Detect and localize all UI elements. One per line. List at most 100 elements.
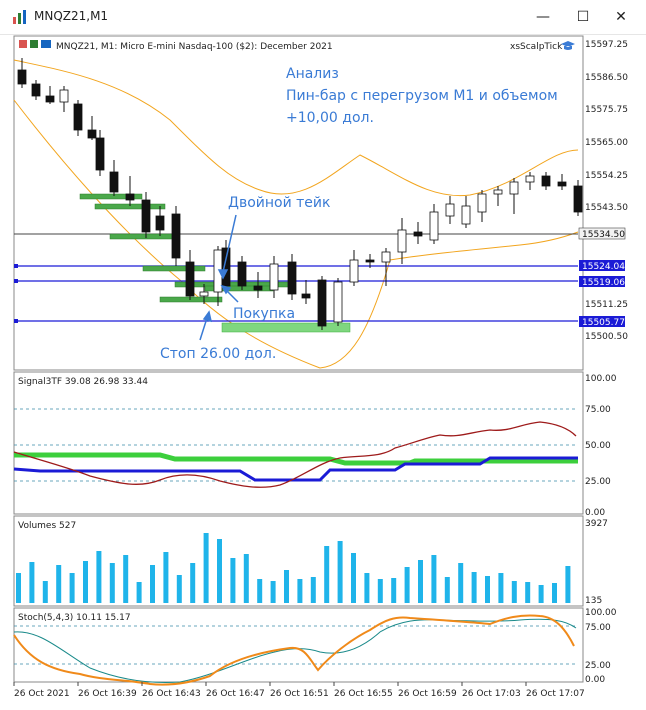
stoch-main-line — [13, 618, 577, 683]
volume-bar — [431, 555, 437, 603]
level-marker — [14, 264, 18, 268]
price-scale-label: 15511.25 — [585, 300, 628, 310]
candle-body — [237, 261, 247, 287]
signal-scale-50: 50.00 — [585, 441, 611, 451]
bollinger-upper-band — [13, 59, 579, 197]
volume-bar — [458, 563, 464, 603]
price-tag-15534: 15534.50 — [582, 230, 625, 240]
volume-bar — [163, 552, 169, 603]
volume-bar — [69, 573, 75, 603]
signal-scale: 100.00 75.00 50.00 25.00 0.00 — [585, 374, 617, 518]
volume-bar — [324, 546, 330, 603]
volume-bar — [284, 570, 289, 603]
stoch-scale-25: 25.00 — [585, 661, 611, 671]
volume-bars — [16, 533, 571, 603]
candle-body — [509, 181, 519, 195]
candle-body — [141, 199, 151, 233]
volume-scale-max: 3927 — [585, 519, 608, 529]
volume-bar — [297, 579, 303, 603]
volume-bar — [337, 541, 343, 603]
level-marker — [14, 319, 18, 323]
candle-body — [73, 103, 83, 131]
volume-bar — [270, 581, 276, 603]
volume-bar — [16, 573, 21, 603]
level-marker — [14, 279, 18, 283]
signal-scale-25: 25.00 — [585, 477, 611, 487]
volume-bar — [123, 555, 129, 603]
candle-body — [493, 189, 503, 195]
price-scale-label: 15543.50 — [585, 203, 628, 213]
volume-bar — [203, 533, 209, 603]
graduation-cap-icon — [561, 41, 575, 50]
close-button[interactable]: ✕ — [615, 9, 627, 25]
stoch-panel-header: Stoch(5,4,3) 10.11 15.17 — [18, 613, 131, 623]
volume-bar — [230, 558, 236, 603]
volume-bar — [552, 583, 557, 603]
price-scale-label: 15586.50 — [585, 73, 628, 83]
annotation-analysis-line2: Пин-бар с перегрузом М1 и объемом — [286, 88, 558, 104]
minimize-button[interactable]: — — [536, 9, 550, 25]
time-axis-label: 26 Oct 16:43 — [142, 689, 201, 699]
candle-body — [269, 263, 279, 291]
candle-body — [125, 193, 135, 201]
signal-blue-line — [13, 456, 578, 482]
candle-body — [301, 293, 311, 299]
annotation-stop: Стоп 26.00 дол. — [160, 346, 276, 362]
time-axis: 26 Oct 2021 26 Oct 16:39 26 Oct 16:43 26 Oc… — [13, 682, 585, 699]
volume-bar — [243, 554, 249, 603]
annotation-double-take: Двойной тейк — [228, 195, 330, 211]
stoch-scale-0: 0.00 — [585, 675, 605, 685]
main-chart-symbol-text: MNQZ21, M1: Micro E-mini Nasdaq-100 ($2)… — [56, 42, 333, 52]
time-axis-label: 26 Oct 16:39 — [78, 689, 137, 699]
time-axis-label: 26 Oct 16:47 — [206, 689, 265, 699]
candle-body — [171, 213, 181, 259]
candle-body — [461, 205, 471, 225]
stoch-signal-line — [13, 614, 575, 686]
price-scale-label: 15597.25 — [585, 40, 628, 50]
candle-body — [109, 171, 119, 193]
volume-bar — [310, 577, 316, 603]
time-axis-label: 26 Oct 17:03 — [462, 689, 521, 699]
candle-body — [525, 175, 535, 183]
volume-bar — [29, 562, 35, 603]
candle-body — [557, 181, 567, 187]
candle-body — [87, 129, 97, 139]
annotation-arrows — [199, 214, 239, 341]
volume-panel-header: Volumes 527 — [18, 521, 76, 531]
volume-bar — [538, 585, 544, 603]
volume-bar — [364, 573, 370, 603]
volume-scale-min: 135 — [585, 596, 602, 606]
volume-bar — [257, 579, 263, 603]
volume-bar — [498, 573, 504, 603]
candle-body — [199, 291, 209, 297]
candle-body — [541, 175, 551, 187]
volume-bar — [377, 579, 383, 603]
candle-body — [445, 203, 455, 217]
candle-body — [333, 281, 343, 323]
volume-bar — [109, 563, 115, 603]
volume-bar — [525, 582, 531, 603]
candle-body — [365, 259, 375, 263]
price-scale-label: 15554.25 — [585, 171, 628, 181]
candle-body — [17, 69, 27, 85]
price-tags: 15534.50 15524.04 15519.06 15505.77 — [578, 227, 626, 328]
candle-body — [59, 89, 69, 103]
candle-body — [317, 279, 327, 327]
volume-bar — [217, 539, 222, 603]
annotation-buy: Покупка — [233, 306, 295, 322]
candle-body — [95, 137, 105, 171]
price-tag-15505: 15505.77 — [582, 318, 625, 328]
maximize-button[interactable]: ☐ — [576, 9, 590, 25]
time-axis-label: 26 Oct 17:07 — [526, 689, 585, 699]
window-titlebar: MNQZ21,M1 — ☐ ✕ — [0, 0, 646, 35]
volume-bar — [565, 566, 571, 603]
candle-body — [429, 211, 439, 241]
price-scale-label: 15500.50 — [585, 332, 628, 342]
signal-scale-0: 0.00 — [585, 508, 605, 518]
volume-bar — [511, 581, 517, 603]
volume-bar — [83, 561, 88, 603]
window-title: MNQZ21,M1 — [34, 9, 109, 23]
candle-body — [349, 259, 359, 283]
stoch-scale: 100.00 75.00 25.00 0.00 — [585, 608, 617, 685]
